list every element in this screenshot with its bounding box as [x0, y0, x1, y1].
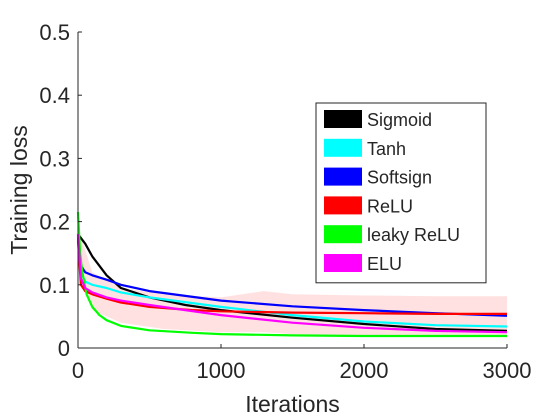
series-line-softsign: [76, 237, 508, 317]
y-tick-label: 0.5: [39, 20, 70, 45]
legend: Sigmoid Tanh Softsign ReLU leaky ReLU ELU: [315, 102, 487, 284]
series-layer: [76, 212, 508, 338]
legend-swatch-elu: [324, 254, 362, 272]
series-line-leaky-relu: [76, 212, 507, 338]
series-line-elu: [76, 234, 508, 334]
y-tick-label: 0: [58, 336, 70, 361]
legend-label-leaky-relu: leaky ReLU: [367, 225, 460, 245]
legend-label-softsign: Softsign: [367, 168, 432, 188]
x-tick-label: 1000: [197, 358, 246, 383]
y-tick-label: 0.4: [39, 83, 70, 108]
x-tick-label: 2000: [340, 358, 389, 383]
legend-label-relu: ReLU: [367, 196, 413, 216]
legend-label-elu: ELU: [367, 254, 402, 274]
y-tick-label: 0.2: [39, 210, 70, 235]
x-axis-label: Iterations: [245, 391, 340, 417]
legend-label-sigmoid: Sigmoid: [367, 110, 432, 130]
legend-label-tanh: Tanh: [367, 139, 406, 159]
y-axis-label: Training loss: [6, 125, 32, 255]
x-tick-label: 0: [72, 358, 84, 383]
legend-swatch-softsign: [324, 167, 362, 186]
axes-layer: 0 1000 2000 3000 0 0.1 0.2 0.3 0.4 0.5: [39, 20, 531, 383]
y-tick-label: 0.3: [39, 146, 70, 171]
legend-swatch-tanh: [324, 138, 362, 157]
legend-box: [315, 102, 487, 284]
x-tick-label: 3000: [483, 358, 532, 383]
y-tick-label: 0.1: [39, 273, 70, 298]
legend-swatch-leaky-relu: [324, 225, 362, 244]
legend-swatch-sigmoid: [324, 110, 362, 128]
legend-swatch-relu: [324, 196, 362, 215]
series-line-sigmoid: [77, 233, 508, 332]
